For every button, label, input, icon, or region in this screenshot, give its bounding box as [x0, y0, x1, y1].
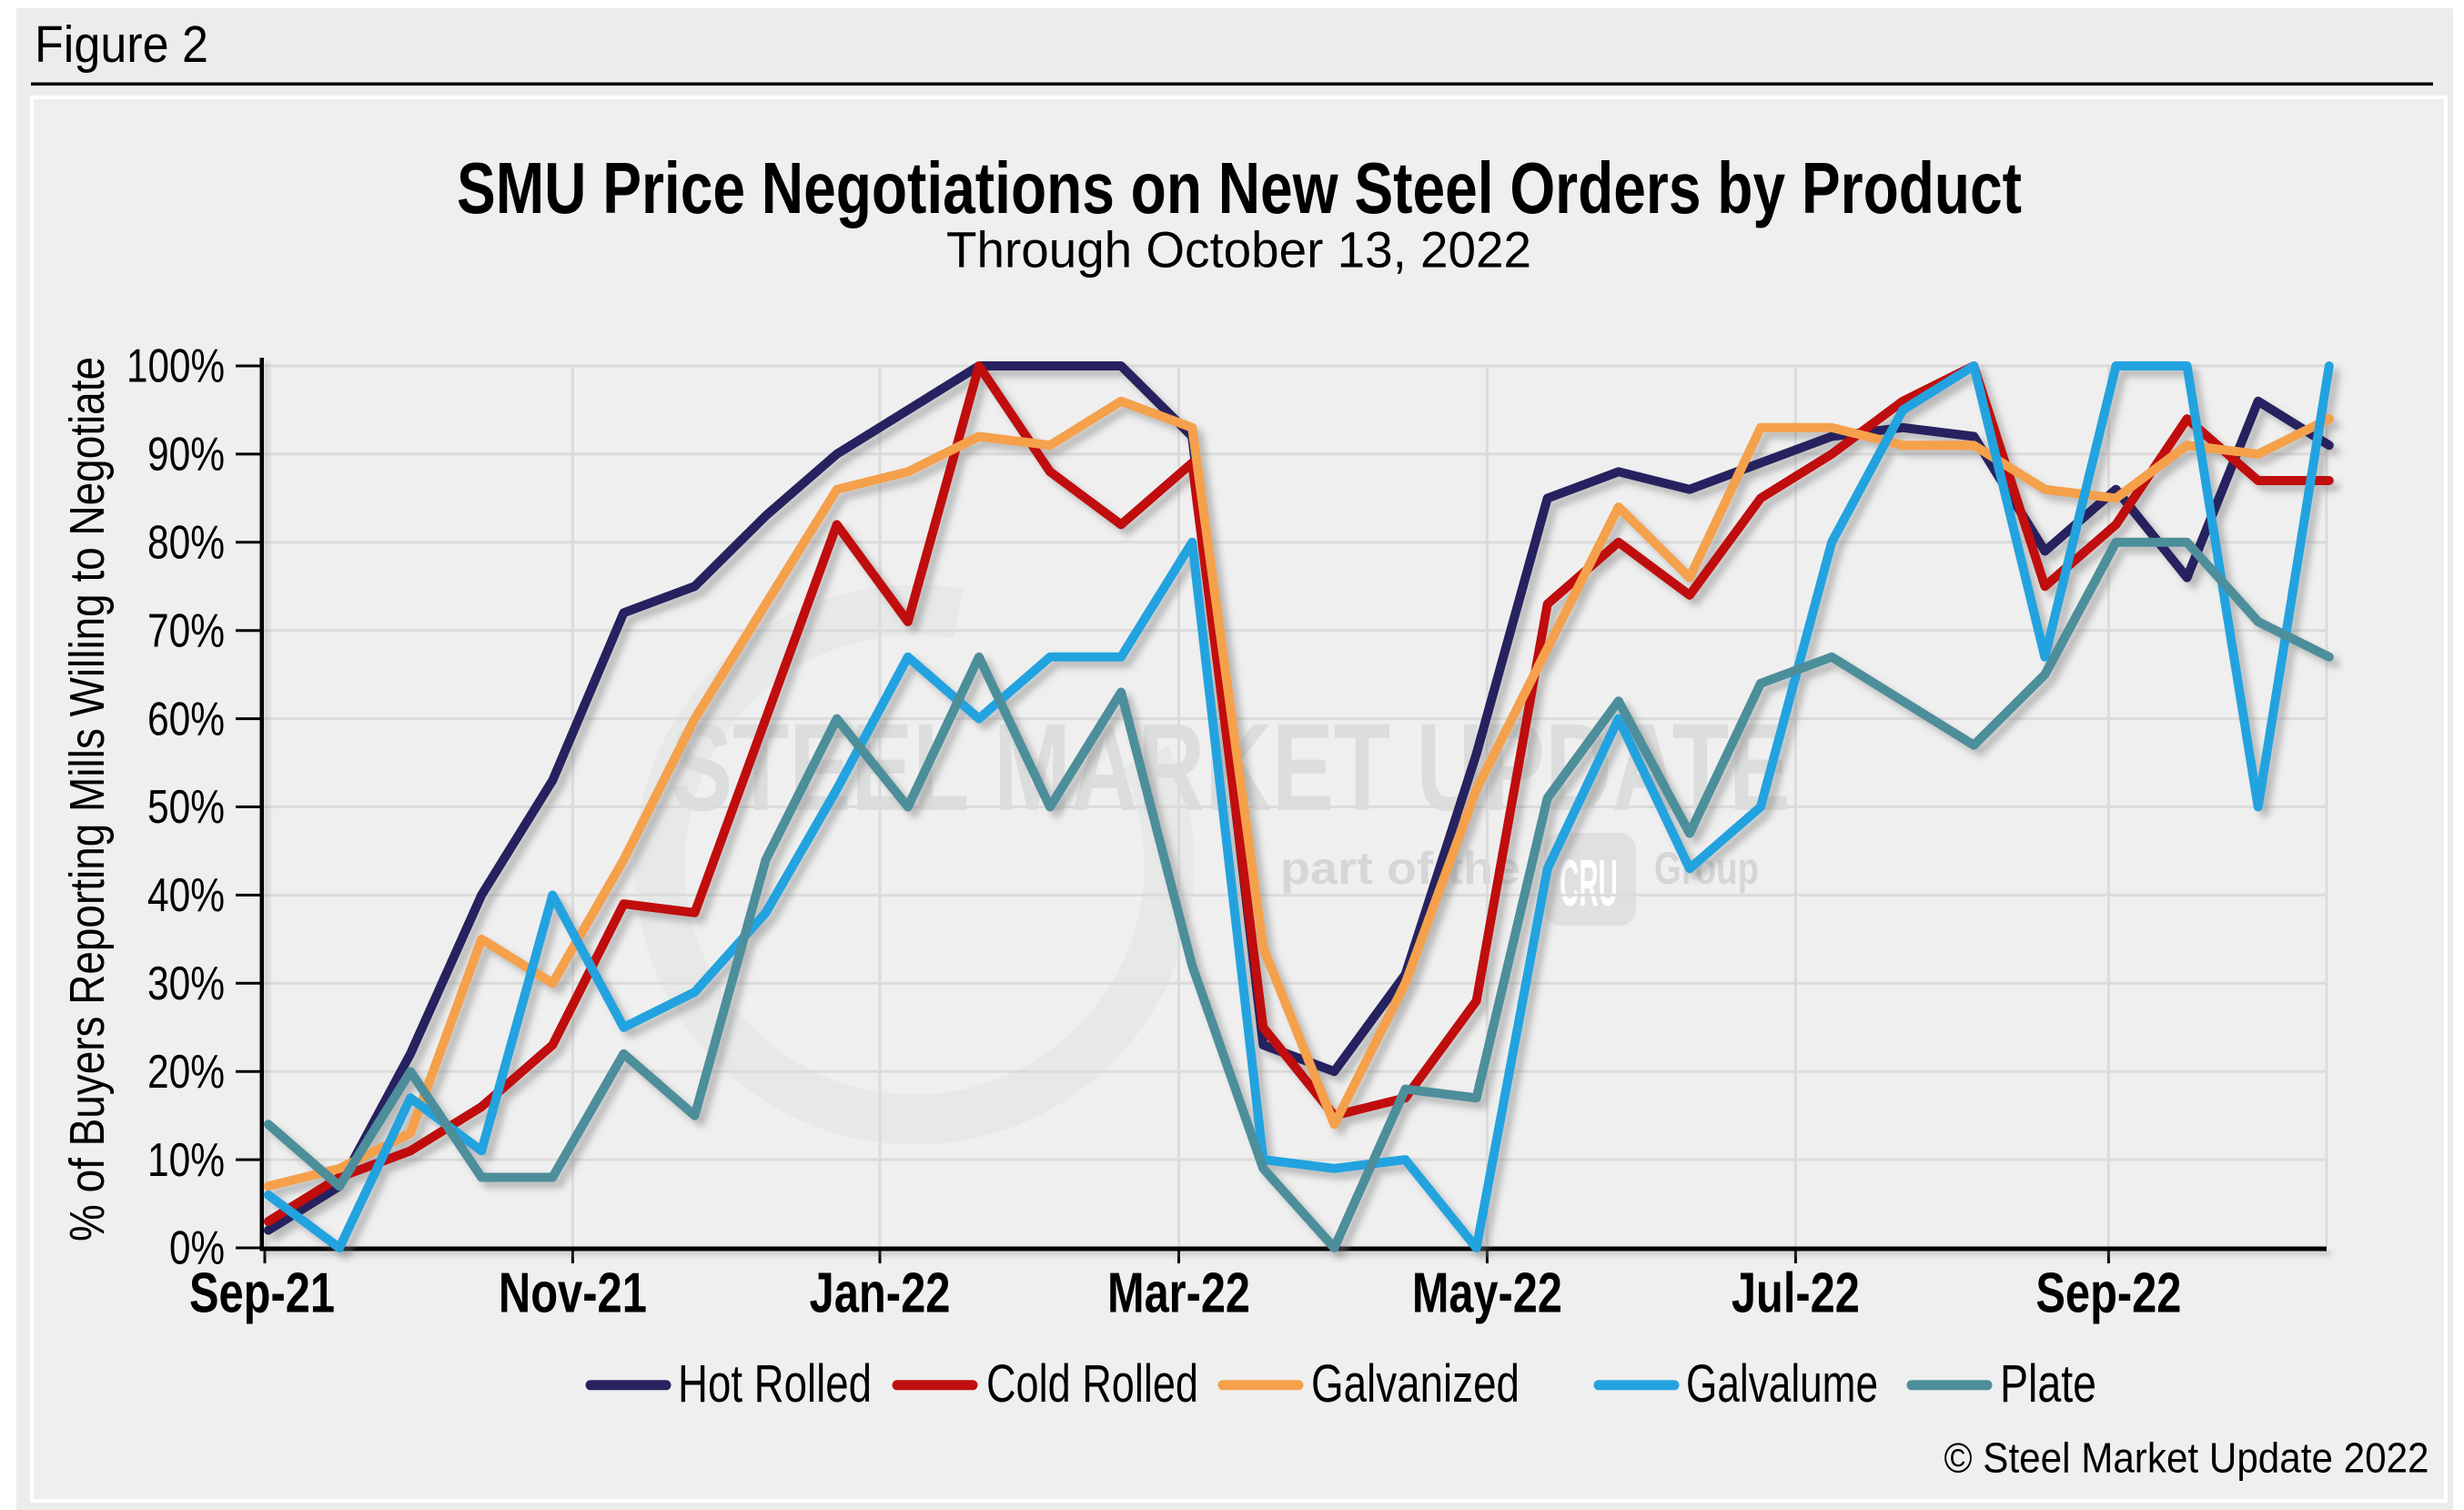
svg-text:Cold Rolled: Cold Rolled — [986, 1354, 1198, 1414]
svg-text:Galvanized: Galvanized — [1311, 1354, 1520, 1414]
svg-text:Mar-22: Mar-22 — [1107, 1262, 1250, 1325]
svg-text:Sep-22: Sep-22 — [2035, 1262, 2181, 1325]
svg-text:Galvalume: Galvalume — [1686, 1354, 1878, 1414]
svg-text:CRU: CRU — [1560, 847, 1618, 920]
svg-text:60%: 60% — [147, 693, 225, 745]
svg-text:Sep-21: Sep-21 — [189, 1262, 335, 1325]
svg-text:Plate: Plate — [2000, 1354, 2096, 1414]
svg-text:% of Buyers Reporting Mills Wi: % of Buyers Reporting Mills Willing to N… — [60, 357, 115, 1241]
svg-text:Nov-21: Nov-21 — [499, 1262, 647, 1325]
svg-text:90%: 90% — [147, 429, 225, 481]
svg-text:80%: 80% — [147, 517, 225, 570]
svg-text:Figure 2: Figure 2 — [35, 15, 208, 74]
svg-text:30%: 30% — [147, 958, 225, 1010]
svg-text:20%: 20% — [147, 1046, 225, 1099]
svg-text:SMU Price Negotiations on New: SMU Price Negotiations on New Steel Orde… — [457, 147, 2022, 228]
svg-text:Jul-22: Jul-22 — [1732, 1262, 1860, 1325]
svg-text:part of the: part of the — [1280, 843, 1520, 894]
svg-text:100%: 100% — [126, 340, 225, 393]
svg-text:40%: 40% — [147, 869, 225, 922]
svg-text:May-22: May-22 — [1412, 1262, 1562, 1325]
svg-text:Jan-22: Jan-22 — [810, 1262, 951, 1325]
svg-text:0%: 0% — [169, 1222, 225, 1275]
svg-text:70%: 70% — [147, 604, 225, 657]
svg-text:10%: 10% — [147, 1134, 225, 1187]
svg-text:© Steel Market Update 2022: © Steel Market Update 2022 — [1944, 1434, 2429, 1481]
svg-text:50%: 50% — [147, 781, 225, 834]
svg-text:Hot Rolled: Hot Rolled — [678, 1354, 872, 1414]
svg-text:Through October 13, 2022: Through October 13, 2022 — [946, 221, 1531, 279]
